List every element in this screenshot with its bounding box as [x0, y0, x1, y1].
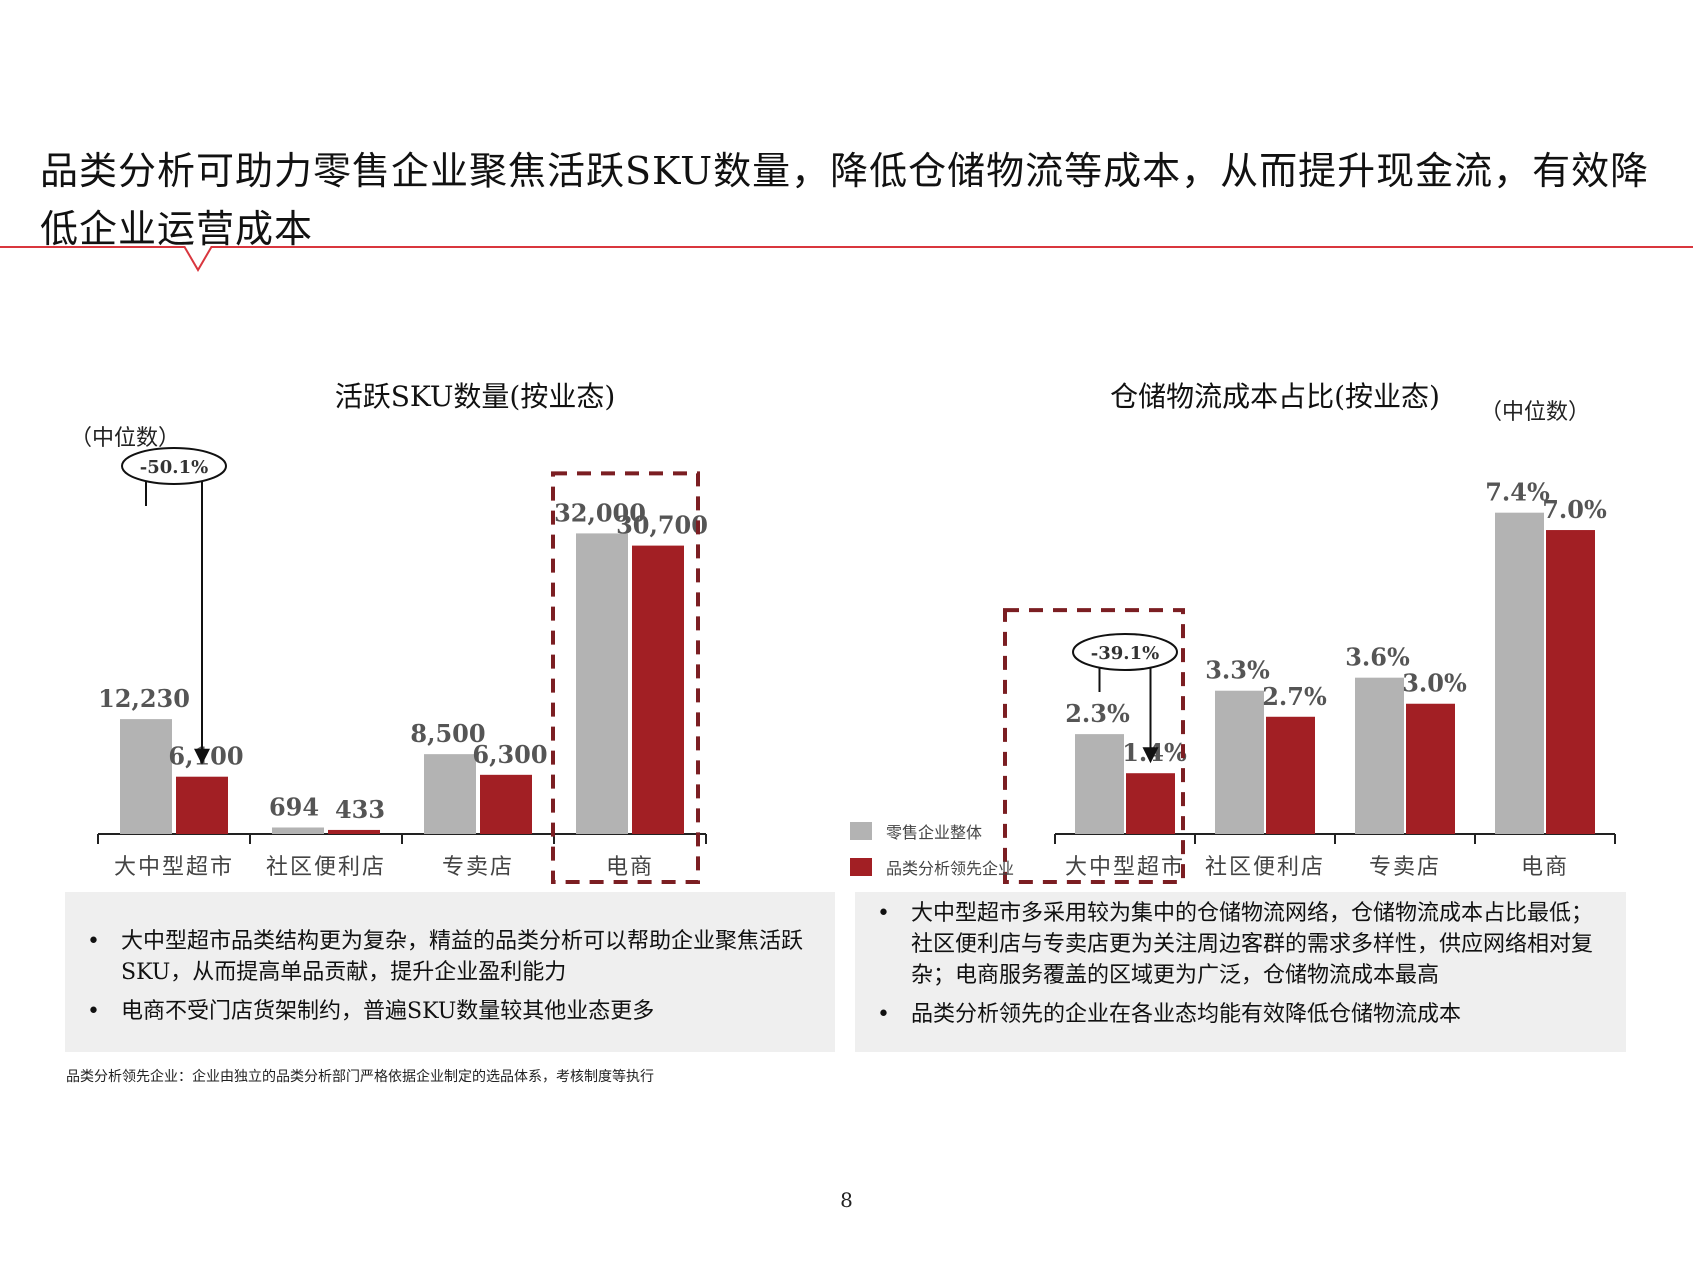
- x-tick-label: 社区便利店: [266, 855, 386, 880]
- logistics-cost-chart-svg: 仓储物流成本占比(按业态)2.3%1.4%大中型超市3.3%2.7%社区便利店3…: [850, 380, 1616, 884]
- data-label: 2.3%: [1065, 699, 1130, 728]
- data-label: 7.0%: [1542, 495, 1607, 524]
- annotation-oval: [121, 447, 227, 485]
- bar: [1355, 677, 1404, 834]
- left-bullet: 电商不受门店货架制约，普遍SKU数量较其他业态更多: [65, 996, 815, 1027]
- chart-title: 活跃SKU数量(按业态): [335, 380, 616, 413]
- bar: [576, 533, 628, 834]
- data-label: 32,000: [554, 498, 646, 527]
- bar: [1546, 530, 1595, 834]
- bar: [176, 776, 228, 834]
- annotation-text: -50.1%: [140, 457, 208, 478]
- legend-label: 零售企业整体: [886, 823, 982, 842]
- bar: [1406, 703, 1455, 834]
- data-label: 6,300: [472, 740, 547, 769]
- annotation-text: -39.1%: [1091, 643, 1159, 664]
- legend-swatch: [850, 858, 872, 876]
- data-label: 2.7%: [1262, 682, 1327, 711]
- right-bullet: 品类分析领先的企业在各业态均能有效降低仓储物流成本: [855, 999, 1606, 1030]
- left-bullet: 大中型超市品类结构更为复杂，精益的品类分析可以帮助企业聚焦活跃SKU，从而提高单…: [65, 926, 815, 988]
- x-tick-label: 电商: [606, 855, 654, 880]
- page-number: 8: [840, 1188, 853, 1212]
- data-label: 12,230: [98, 684, 190, 713]
- bar: [632, 545, 684, 834]
- data-label: 7.4%: [1485, 478, 1550, 507]
- bar: [1215, 690, 1264, 834]
- right-insight-box: 大中型超市多采用较为集中的仓储物流网络，仓储物流成本占比最低；社区便利店与专卖店…: [855, 892, 1626, 1052]
- data-label: 3.0%: [1402, 669, 1467, 698]
- highlight-box: [1003, 608, 1185, 884]
- annotation-arrow-head-icon: [1142, 747, 1159, 764]
- annotation-arrow-head-icon: [194, 748, 210, 765]
- legend-label: 品类分析领先企业: [886, 859, 1014, 878]
- sku-count-chart-svg: 活跃SKU数量(按业态)12,2306,100大中型超市694433社区便利店8…: [97, 380, 708, 884]
- chart-title: 仓储物流成本占比(按业态): [1110, 380, 1440, 413]
- bar: [272, 827, 324, 834]
- x-tick-label: 电商: [1521, 855, 1569, 880]
- x-tick-label: 专卖店: [442, 855, 514, 880]
- page-title: 品类分析可助力零售企业聚焦活跃SKU数量，降低仓储物流等成本，从而提升现金流，有…: [40, 149, 1650, 251]
- data-label: 3.3%: [1205, 656, 1270, 685]
- title-divider: [0, 246, 1693, 248]
- data-label: 694: [269, 792, 319, 821]
- logistics-cost-chart: 仓储物流成本占比(按业态)2.3%1.4%大中型超市3.3%2.7%社区便利店3…: [850, 370, 1650, 890]
- bar: [424, 754, 476, 834]
- bar: [480, 774, 532, 834]
- footnote: 品类分析领先企业：企业由独立的品类分析部门严格依据企业制定的选品体系，考核制度等…: [66, 1069, 654, 1085]
- bar: [1126, 773, 1175, 834]
- cost-chart-unit-note: （中位数）: [1480, 400, 1591, 425]
- x-tick-label: 社区便利店: [1205, 855, 1325, 880]
- divider-notch-icon: [183, 246, 213, 272]
- sku-chart-unit-note: （中位数）: [70, 426, 181, 451]
- x-tick-label: 专卖店: [1369, 855, 1441, 880]
- left-insight-box: 大中型超市品类结构更为复杂，精益的品类分析可以帮助企业聚焦活跃SKU，从而提高单…: [65, 892, 835, 1052]
- bar: [1075, 734, 1124, 834]
- data-label: 30,700: [616, 511, 708, 540]
- x-tick-label: 大中型超市: [114, 855, 234, 880]
- x-tick-label: 大中型超市: [1065, 855, 1185, 880]
- highlight-box: [551, 471, 700, 884]
- data-label: 3.6%: [1345, 643, 1410, 672]
- bar: [120, 719, 172, 834]
- annotation-oval: [1072, 633, 1178, 671]
- sku-count-chart: 活跃SKU数量(按业态)12,2306,100大中型超市694433社区便利店8…: [60, 370, 800, 890]
- bar: [1495, 512, 1544, 834]
- data-label: 8,500: [410, 719, 485, 748]
- data-label: 433: [335, 795, 385, 824]
- bar: [1266, 716, 1315, 834]
- bar: [328, 829, 380, 834]
- right-bullet: 大中型超市多采用较为集中的仓储物流网络，仓储物流成本占比最低；社区便利店与专卖店…: [855, 898, 1606, 991]
- legend-swatch: [850, 822, 872, 840]
